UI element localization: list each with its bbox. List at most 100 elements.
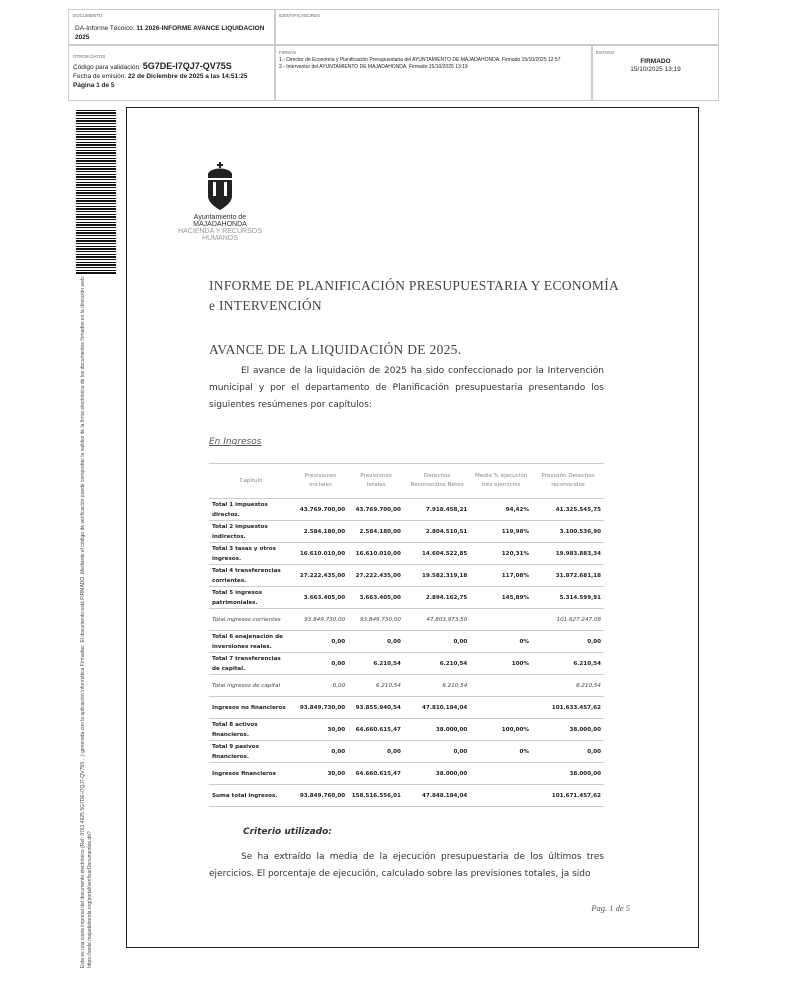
cell-value bbox=[470, 784, 532, 807]
table-row: Total 6 enajenación de inversiones reale… bbox=[209, 630, 604, 653]
cell-value: 38.000,00 bbox=[403, 762, 471, 785]
codigo-line: Código para validación: 5G7DE-I7QJ7-QV75… bbox=[73, 62, 248, 72]
row-label: Total 2 impuestos indirectos. bbox=[209, 520, 293, 543]
status-badge: FIRMADO bbox=[640, 58, 671, 65]
table-row: Total ingresos corrientes 93.849.730,00 93… bbox=[209, 608, 604, 631]
table-header-row: Capítulo Previsiones iniciales Previsiones… bbox=[209, 463, 604, 499]
cell-value: 2.894.162,75 bbox=[403, 586, 471, 609]
logo-line-1: Ayuntamiento de bbox=[193, 214, 247, 221]
column-header: Capítulo bbox=[209, 463, 293, 499]
cell-value: 93.849.760,00 bbox=[293, 784, 349, 807]
cell-value: 31.872.681,18 bbox=[531, 564, 604, 587]
cell-value bbox=[470, 674, 532, 697]
row-label: Ingresos no financieros bbox=[209, 696, 293, 719]
table-row: Total 1 impuestos directos. 43.769.700,00… bbox=[209, 498, 604, 521]
row-label: Total 1 impuestos directos. bbox=[209, 498, 293, 521]
cell-value: 64.660.615,47 bbox=[348, 762, 404, 785]
logo-line-4: HUMANOS bbox=[202, 235, 238, 242]
cell-value: 101.633.457,62 bbox=[531, 696, 604, 719]
cell-value: 100,00% bbox=[470, 718, 532, 741]
cell-value: 0,00 bbox=[293, 674, 349, 697]
firma-1: 1.- Director de Economía y Planificación… bbox=[279, 57, 561, 63]
cell-value: 93.855.940,54 bbox=[348, 696, 404, 719]
cell-value: 30,00 bbox=[293, 762, 349, 785]
cell-value: 19.983.883,34 bbox=[531, 542, 604, 565]
intro-paragraph: El avance de la liquidación de 2025 ha s… bbox=[209, 366, 604, 410]
firma-2: 2.- Interventor del AYUNTAMIENTO DE MAJA… bbox=[279, 64, 468, 70]
codigo-label: Código para validación: bbox=[73, 64, 141, 71]
cell-value: 0,00 bbox=[403, 740, 471, 763]
estado-label: ESTADO bbox=[596, 50, 615, 55]
validation-code: 5G7DE-I7QJ7-QV75S bbox=[142, 61, 232, 71]
cell-value: 27.222.435,00 bbox=[293, 564, 349, 587]
table-row: Total 7 transferencias de capital. 0,00 6.… bbox=[209, 652, 604, 675]
cell-value: 93.849.730,00 bbox=[348, 608, 404, 631]
cell-value: 0,00 bbox=[348, 740, 404, 763]
cell-value: 7.918.458,21 bbox=[403, 498, 471, 521]
cell-value: 0,00 bbox=[403, 630, 471, 653]
row-label: Total ingresos corrientes bbox=[209, 608, 293, 631]
identificadores-box: IDENTIFICADORES bbox=[275, 9, 719, 45]
page-number: Pag. 1 de 5 bbox=[591, 903, 630, 913]
row-label: Ingresos financieros bbox=[209, 762, 293, 785]
row-label: Suma total ingresos. bbox=[209, 784, 293, 807]
validation-info: Código para validación: 5G7DE-I7QJ7-QV75… bbox=[73, 62, 248, 90]
cell-value: 117,08% bbox=[470, 564, 532, 587]
row-label: Total 9 pasivos financieros. bbox=[209, 740, 293, 763]
otros-label: OTROS DATOS bbox=[73, 54, 106, 59]
cell-value: 2.584.180,00 bbox=[348, 520, 404, 543]
table-row: Total 5 ingresos patrimoniales. 3.663.405… bbox=[209, 586, 604, 609]
cell-value: 0% bbox=[470, 630, 532, 653]
cell-value: 94,42% bbox=[470, 498, 532, 521]
cell-value: 93.849.730,00 bbox=[293, 608, 349, 631]
column-header: Media % ejecución tres ejercicios bbox=[470, 463, 532, 499]
cell-value: 2.804.510,51 bbox=[403, 520, 471, 543]
cell-value: 101.671.457,62 bbox=[531, 784, 604, 807]
cell-value: 16.610.010,00 bbox=[293, 542, 349, 565]
section-ingresos: En Ingresos bbox=[209, 437, 262, 447]
table-row: Suma total ingresos. 93.849.760,00 158.516… bbox=[209, 784, 604, 807]
cell-value: 0% bbox=[470, 740, 532, 763]
estado-fecha: 15/10/2025 13:19 bbox=[630, 66, 681, 73]
cell-value: 0,00 bbox=[293, 630, 349, 653]
cell-value: 43.769.700,00 bbox=[293, 498, 349, 521]
fecha-line: Fecha de emisión: 22 de Diciembre de 202… bbox=[73, 72, 248, 81]
cell-value: 41.325.545,75 bbox=[531, 498, 604, 521]
table-row: Total 4 transferencias corrientes. 27.222… bbox=[209, 564, 604, 587]
row-label: Total 8 activos financieros. bbox=[209, 718, 293, 741]
firmas-box: FIRMAS 1.- Director de Economía y Planif… bbox=[275, 45, 592, 101]
cell-value: 120,31% bbox=[470, 542, 532, 565]
cell-value: 47.848.184,04 bbox=[403, 784, 471, 807]
cell-value: 145,89% bbox=[470, 586, 532, 609]
cell-value: 38.000,00 bbox=[403, 718, 471, 741]
cell-value: 3.663.405,00 bbox=[348, 586, 404, 609]
cell-value bbox=[470, 762, 532, 785]
cell-value: 27.222.435,00 bbox=[348, 564, 404, 587]
cell-value: 0,00 bbox=[531, 630, 604, 653]
cell-value: 93.849.730,00 bbox=[293, 696, 349, 719]
cell-value: 6.210,54 bbox=[403, 652, 471, 675]
estado-box: ESTADO FIRMADO 15/10/2025 13:19 bbox=[592, 45, 719, 101]
table-row: Total 2 impuestos indirectos. 2.584.180,0… bbox=[209, 520, 604, 543]
documento-label: DOCUMENTO bbox=[73, 13, 103, 18]
otros-datos-box: OTROS DATOS Código para validación: 5G7D… bbox=[68, 45, 275, 101]
cell-value: 101.627.247,08 bbox=[531, 608, 604, 631]
column-header: Previsiones totales bbox=[348, 463, 404, 499]
page-info: Página 1 de 5 bbox=[73, 82, 115, 89]
cell-value: 0,00 bbox=[293, 652, 349, 675]
criterio-heading: Criterio utilizado: bbox=[243, 827, 332, 837]
cell-value: 19.582.319,18 bbox=[403, 564, 471, 587]
cell-value: 47.810.184,04 bbox=[403, 696, 471, 719]
report-title: INFORME DE PLANIFICACIÓN PRESUPUESTARIA … bbox=[209, 278, 620, 293]
logo-line-2: MAJADAHONDA bbox=[193, 221, 247, 228]
cell-value: 43.769.700,00 bbox=[348, 498, 404, 521]
logo-line-3: HACIENDA Y RECURSOS bbox=[178, 228, 262, 235]
firmas-label: FIRMAS bbox=[279, 50, 297, 55]
logo: Ayuntamiento de MAJADAHONDA HACIENDA Y R… bbox=[163, 154, 277, 254]
cell-value: 2.584.180,00 bbox=[293, 520, 349, 543]
row-label: Total 4 transferencias corrientes. bbox=[209, 564, 293, 587]
cell-value: 3.663.405,00 bbox=[293, 586, 349, 609]
document-page: Ayuntamiento de MAJADAHONDA HACIENDA Y R… bbox=[126, 107, 699, 948]
row-label: Total ingresos de capital bbox=[209, 674, 293, 697]
cell-value: 16.610.010,00 bbox=[348, 542, 404, 565]
